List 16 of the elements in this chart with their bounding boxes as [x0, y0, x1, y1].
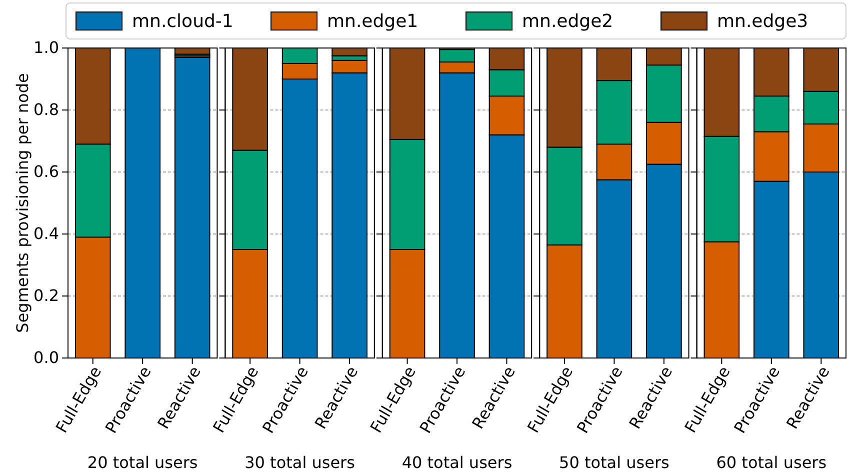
y-tick-label: 0.4 — [34, 224, 59, 244]
y-tick-label: 0.0 — [34, 348, 59, 368]
y-tick-label: 0.2 — [34, 286, 59, 306]
x-axis-title: 20 total users — [87, 453, 198, 472]
legend-label: mn.cloud-1 — [132, 11, 234, 32]
y-tick-label: 0.6 — [34, 162, 59, 182]
y-axis-title: Segments provisioning per node — [13, 73, 32, 333]
legend-label: mn.edge2 — [522, 11, 614, 32]
x-axis-title: 50 total users — [559, 453, 670, 472]
legend-label: mn.edge1 — [327, 11, 418, 32]
y-tick-label: 1.0 — [34, 38, 59, 58]
x-axis-title: 60 total users — [716, 453, 827, 472]
legend-label: mn.edge3 — [717, 11, 808, 32]
x-axis-title: 40 total users — [402, 453, 512, 472]
y-tick-label: 0.8 — [34, 100, 59, 120]
x-axis-title: 30 total users — [244, 453, 355, 472]
